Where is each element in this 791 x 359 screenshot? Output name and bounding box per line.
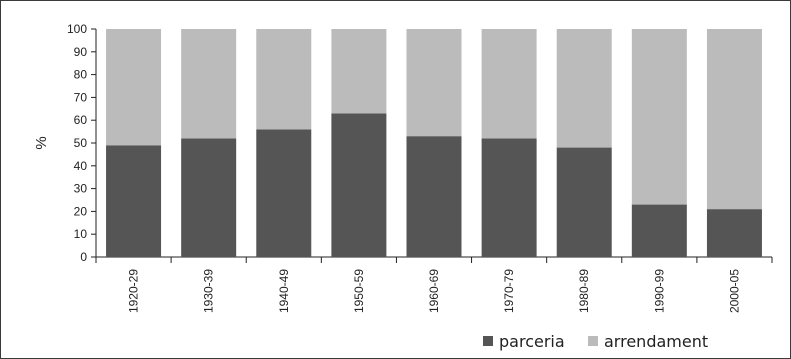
y-tick-label: 20 xyxy=(74,204,88,218)
bar-parceria xyxy=(631,204,687,257)
y-tick-label: 80 xyxy=(74,68,88,82)
y-tick-label: 70 xyxy=(74,90,88,104)
y-tick-label: 0 xyxy=(80,250,87,264)
bar-parceria xyxy=(181,138,237,257)
legend: parceria arrendament xyxy=(483,332,708,351)
legend-swatch-arrendament xyxy=(588,336,598,346)
legend-label-arrendament: arrendament xyxy=(604,332,708,351)
x-tick-label: 1990-99 xyxy=(652,269,666,313)
bars xyxy=(106,29,762,257)
y-tick-label: 50 xyxy=(74,136,88,150)
bar-arrendament xyxy=(481,29,537,139)
bar-arrendament xyxy=(556,29,612,148)
bar-arrendament xyxy=(631,29,687,205)
y-tick-label: 100 xyxy=(67,22,87,36)
bar-parceria xyxy=(556,147,612,257)
x-axis: 1920-29 1930-39 1940-49 1950-59 1960-69 1970-… xyxy=(95,256,773,313)
y-tick-label: 10 xyxy=(74,227,88,241)
bar-parceria xyxy=(481,138,537,257)
legend-label-parceria: parceria xyxy=(499,332,565,351)
y-tick-label: 60 xyxy=(74,113,88,127)
bar-arrendament xyxy=(331,29,387,114)
x-tick-label: 1940-49 xyxy=(277,269,291,313)
x-tick-label: 1920-29 xyxy=(127,269,141,313)
x-tick-label: 2000-05 xyxy=(727,269,741,313)
bar-arrendament xyxy=(106,29,162,146)
x-tick-label: 1970-79 xyxy=(502,269,516,313)
y-axis: 0 10 20 30 40 50 60 70 80 90 100 xyxy=(67,22,97,264)
x-tick-label: 1980-89 xyxy=(577,269,591,313)
x-tick-label: 1930-39 xyxy=(202,269,216,313)
legend-swatch-parceria xyxy=(483,336,493,346)
bar-parceria xyxy=(406,136,462,257)
y-tick-label: 30 xyxy=(74,182,88,196)
bar-arrendament xyxy=(181,29,237,139)
bar-arrendament xyxy=(256,29,312,130)
x-tick-label: 1950-59 xyxy=(352,269,366,313)
y-axis-title: % xyxy=(33,136,50,149)
bar-parceria xyxy=(706,209,762,257)
y-tick-label: 40 xyxy=(74,159,88,173)
bar-parceria xyxy=(331,113,387,257)
bar-parceria xyxy=(256,129,312,257)
bar-parceria xyxy=(106,145,162,257)
y-tick-label: 90 xyxy=(74,45,88,59)
x-tick-label: 1960-69 xyxy=(427,269,441,313)
bar-arrendament xyxy=(406,29,462,137)
bar-arrendament xyxy=(706,29,762,210)
